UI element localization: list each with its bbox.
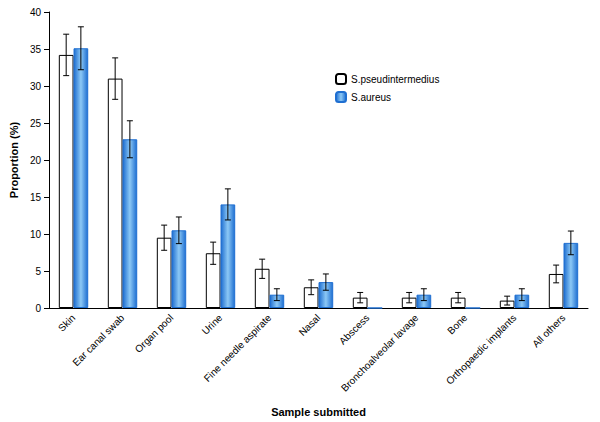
svg-text:30: 30 <box>30 81 42 92</box>
svg-text:Bronchoalveolar lavage: Bronchoalveolar lavage <box>339 312 421 394</box>
svg-text:Urine: Urine <box>200 312 225 337</box>
svg-text:S.pseudintermedius: S.pseudintermedius <box>351 74 439 85</box>
svg-text:20: 20 <box>30 155 42 166</box>
svg-text:Abscess: Abscess <box>337 312 371 346</box>
svg-text:10: 10 <box>30 229 42 240</box>
svg-text:Fine needle aspirate: Fine needle aspirate <box>202 312 274 384</box>
svg-text:All others: All others <box>530 312 567 349</box>
svg-text:Proportion (%): Proportion (%) <box>8 121 20 198</box>
svg-text:Ear canal swab: Ear canal swab <box>70 312 126 368</box>
svg-text:35: 35 <box>30 44 42 55</box>
svg-text:Sample submitted: Sample submitted <box>271 406 366 418</box>
svg-text:Orthopaedic implants: Orthopaedic implants <box>444 312 519 387</box>
svg-text:15: 15 <box>30 192 42 203</box>
svg-text:Nasal: Nasal <box>297 312 323 338</box>
svg-text:Skin: Skin <box>56 312 78 334</box>
svg-text:25: 25 <box>30 118 42 129</box>
svg-text:40: 40 <box>30 7 42 18</box>
svg-text:Bone: Bone <box>445 312 470 337</box>
svg-text:0: 0 <box>35 303 41 314</box>
svg-text:Organ pool: Organ pool <box>133 312 176 355</box>
svg-text:S.aureus: S.aureus <box>351 92 391 103</box>
svg-text:5: 5 <box>35 266 41 277</box>
